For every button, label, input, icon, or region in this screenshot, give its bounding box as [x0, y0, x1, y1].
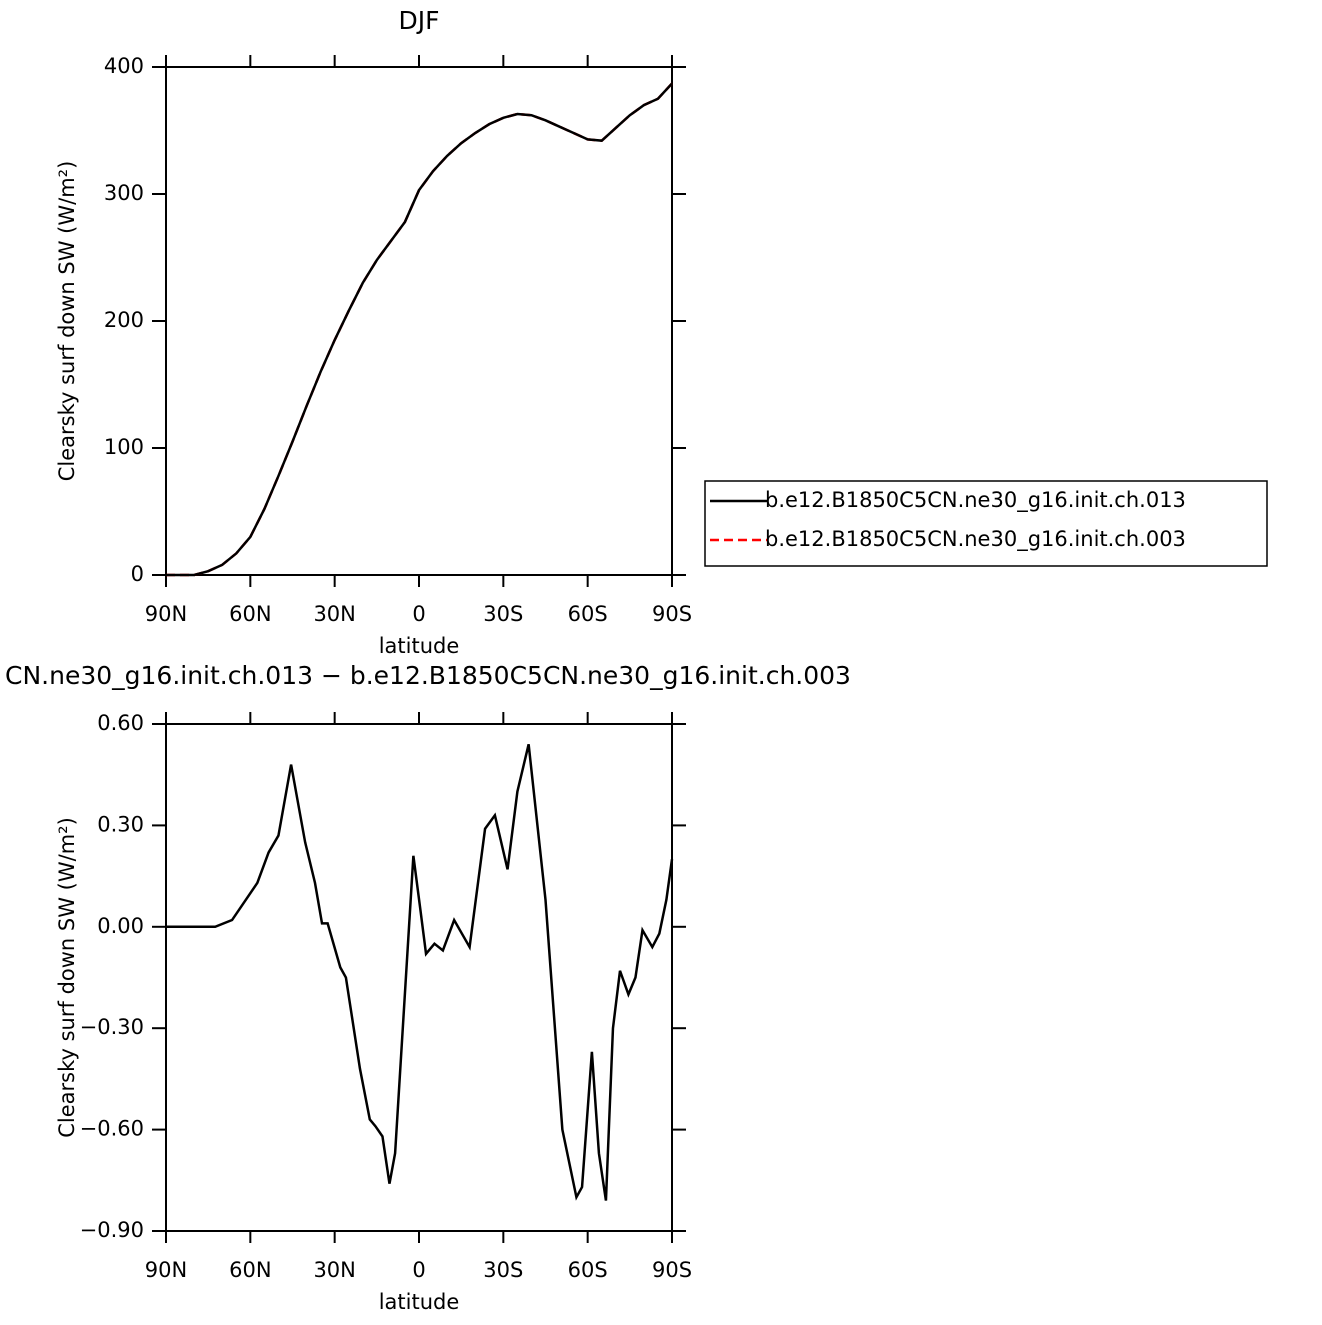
- y-tick-label: −0.60: [80, 1117, 144, 1141]
- y-tick-label: −0.30: [80, 1015, 144, 1039]
- y-axis-label: Clearsky surf down SW (W/m²): [55, 817, 79, 1138]
- data-line: [166, 743, 674, 1201]
- data-line: [166, 82, 673, 577]
- legend-box: [704, 480, 1268, 567]
- x-tick-label: 0: [412, 602, 425, 626]
- x-tick-label: 30N: [313, 1258, 355, 1282]
- x-tick-label: 60N: [229, 1258, 271, 1282]
- chart-title: DJF: [398, 6, 439, 35]
- x-tick-label: 60S: [568, 1258, 608, 1282]
- y-tick-label: 300: [104, 181, 144, 205]
- y-tick-label: 100: [104, 435, 144, 459]
- x-tick-label: 0: [412, 1258, 425, 1282]
- y-tick-label: 200: [104, 308, 144, 332]
- x-tick-label: 30S: [483, 1258, 523, 1282]
- x-tick-label: 90S: [652, 602, 692, 626]
- x-tick-label: 30S: [483, 602, 523, 626]
- y-tick-label: 400: [104, 54, 144, 78]
- x-tick-label: 90N: [145, 1258, 187, 1282]
- plot-frame: [165, 66, 673, 576]
- x-tick-label: 90S: [652, 1258, 692, 1282]
- x-axis-label: latitude: [379, 634, 460, 658]
- x-tick-label: 30N: [313, 602, 355, 626]
- y-axis-label: Clearsky surf down SW (W/m²): [55, 161, 79, 482]
- x-tick-label: 60S: [568, 602, 608, 626]
- chart-title: CN.ne30_g16.init.ch.013 − b.e12.B1850C5C…: [5, 661, 851, 690]
- y-tick-label: 0.30: [97, 812, 144, 836]
- x-tick-label: 60N: [229, 602, 271, 626]
- y-tick-label: 0.00: [97, 914, 144, 938]
- y-tick-label: −0.90: [80, 1218, 144, 1242]
- x-axis-label: latitude: [379, 1290, 460, 1314]
- legend-label: b.e12.B1850C5CN.ne30_g16.init.ch.003: [765, 527, 1186, 552]
- y-tick-label: 0: [131, 562, 144, 586]
- plot-frame: [165, 723, 673, 1232]
- x-tick-label: 90N: [145, 602, 187, 626]
- legend-label: b.e12.B1850C5CN.ne30_g16.init.ch.013: [765, 488, 1186, 513]
- data-line: [166, 82, 673, 577]
- y-tick-label: 0.60: [97, 711, 144, 735]
